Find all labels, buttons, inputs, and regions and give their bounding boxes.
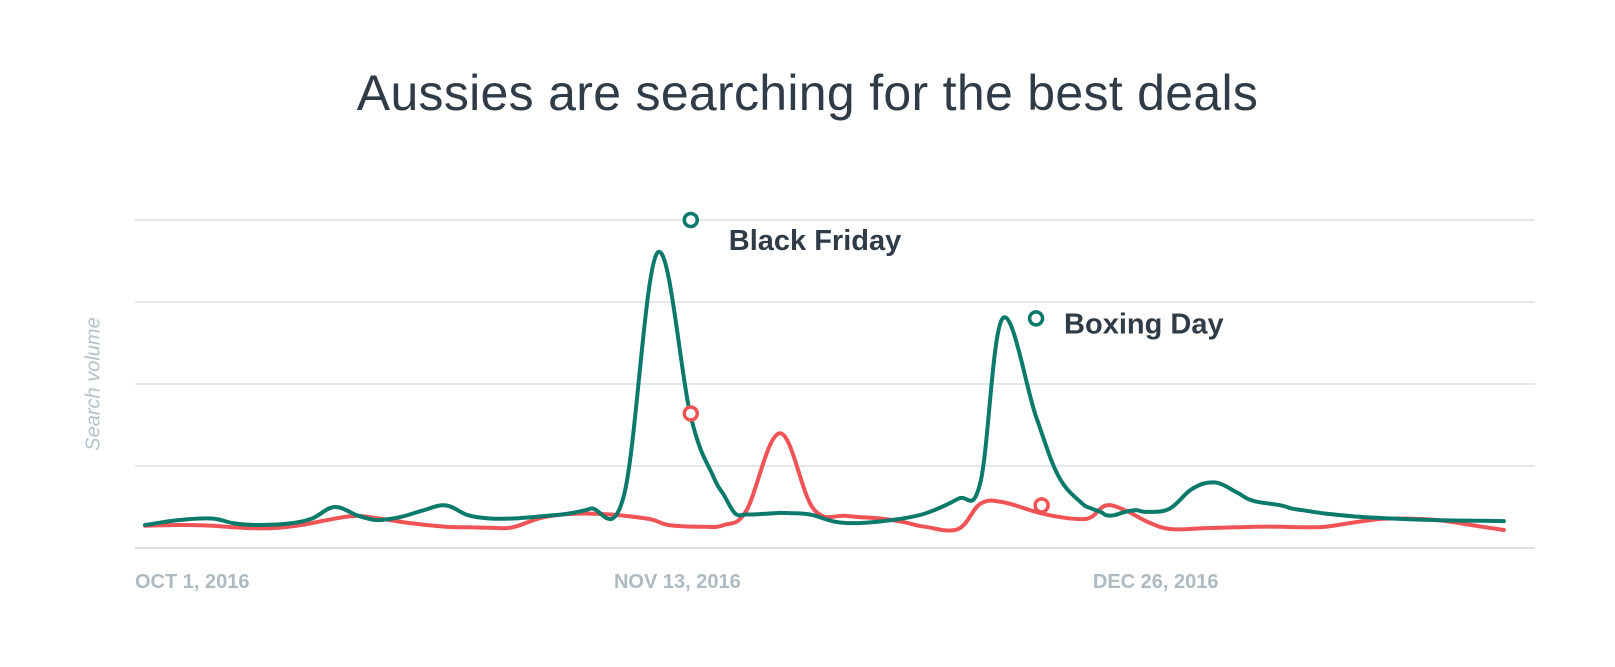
- series-line: [143, 431, 1506, 533]
- series-line: [143, 249, 1506, 527]
- chart-title: Aussies are searching for the best deals: [356, 65, 1259, 121]
- x-tick-label: DEC 26, 2016: [1093, 571, 1219, 593]
- peak-marker: [1033, 497, 1050, 514]
- peak-marker: [682, 211, 700, 229]
- peak-markers: [682, 211, 1050, 514]
- gridlines: [135, 219, 1535, 549]
- x-tick-label: OCT 1, 2016: [135, 571, 250, 593]
- series-lines: [143, 249, 1506, 533]
- labels: OCT 1, 2016 NOV 13, 2016 DEC 26, 2016 Black…: [135, 225, 1224, 593]
- annotation-label: Black Friday: [729, 225, 901, 257]
- x-tick-label: NOV 13, 2016: [614, 571, 741, 593]
- annotation-label: Boxing Day: [1064, 308, 1224, 340]
- peak-marker: [1027, 310, 1045, 327]
- peak-marker: [682, 405, 700, 422]
